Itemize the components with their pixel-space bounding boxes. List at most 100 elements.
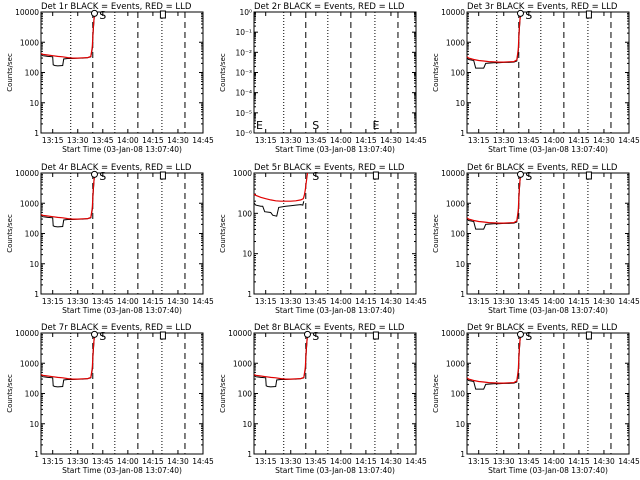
x-tick-label: 13:15: [255, 457, 277, 466]
panel-title: Det 7r BLACK = Events, RED = LLD: [41, 323, 192, 333]
x-tick-label: 13:30: [67, 136, 89, 145]
y-axis-label: Counts/sec: [6, 53, 14, 92]
y-tick-label: 1000: [20, 199, 39, 208]
x-tick-label: 14:00: [543, 457, 565, 466]
x-tick-label: 14:15: [142, 136, 164, 145]
y-tick-label: 10: [242, 250, 252, 259]
x-axis-label: Start Time (03-Jan-08 13:07:40): [488, 466, 608, 475]
x-tick-label: 14:00: [330, 136, 352, 145]
x-axis-label: Start Time (03-Jan-08 13:07:40): [62, 466, 182, 475]
x-tick-label: 13:15: [42, 136, 64, 145]
y-tick-label: 10: [455, 99, 465, 108]
start-marker: S: [312, 119, 319, 132]
x-tick-label: 13:45: [305, 297, 327, 306]
x-tick-label: 13:15: [468, 297, 490, 306]
panel-title: Det 5r BLACK = Events, RED = LLD: [254, 163, 405, 173]
x-tick-label: 14:45: [405, 136, 427, 145]
end-marker: [372, 331, 379, 340]
x-tick-label: 13:45: [518, 136, 540, 145]
y-tick-label: 10⁻⁵: [235, 109, 252, 118]
y-tick-label: 10000: [228, 329, 252, 338]
y-tick-label: 100: [451, 69, 466, 78]
x-tick-label: 13:15: [468, 136, 490, 145]
y-tick-label: 1000: [446, 38, 465, 47]
y-axis-label: Counts/sec: [432, 374, 440, 413]
start-marker: S: [99, 330, 106, 343]
x-tick-label: 13:45: [518, 457, 540, 466]
panel-title: Det 4r BLACK = Events, RED = LLD: [41, 163, 192, 173]
lld-series-line: [253, 172, 309, 202]
x-tick-label: 14:30: [593, 136, 615, 145]
x-tick-label: 14:45: [618, 457, 640, 466]
x-tick-label: 13:45: [518, 297, 540, 306]
y-axis-label: Counts/sec: [219, 214, 227, 253]
y-tick-label: 1: [460, 129, 465, 138]
x-tick-label: 14:45: [618, 297, 640, 306]
panel-title: Det 9r BLACK = Events, RED = LLD: [467, 323, 618, 333]
x-axis-label: Start Time (03-Jan-08 13:07:40): [275, 145, 395, 154]
y-tick-label: 10: [29, 99, 39, 108]
peak-circle-marker: [516, 9, 524, 17]
x-tick-label: 13:30: [280, 136, 302, 145]
events-series-line: [253, 201, 305, 217]
x-tick-label: 14:30: [380, 297, 402, 306]
y-tick-label: 10: [29, 420, 39, 429]
x-axis-label: Start Time (03-Jan-08 13:07:40): [62, 306, 182, 315]
y-tick-label: 1: [460, 450, 465, 459]
y-tick-label: 1000: [233, 169, 252, 178]
end-marker: E: [372, 119, 379, 132]
peak-circle-marker: [90, 330, 98, 338]
lld-series-line: [466, 12, 522, 63]
start-marker: S: [525, 9, 532, 22]
end-marker: [585, 331, 592, 340]
y-tick-label: 10⁻³: [235, 69, 252, 78]
x-tick-label: 13:30: [493, 297, 515, 306]
x-tick-label: 13:15: [468, 457, 490, 466]
y-tick-label: 10000: [15, 8, 39, 17]
x-tick-label: 14:30: [167, 457, 189, 466]
y-tick-label: 10: [29, 260, 39, 269]
x-tick-label: 14:00: [543, 297, 565, 306]
y-tick-label: 10⁰: [239, 8, 252, 17]
y-tick-label: 10⁻¹: [235, 28, 252, 37]
x-tick-label: 13:45: [305, 136, 327, 145]
panel-title: Det 2r BLACK = Events, RED = LLD: [254, 2, 405, 12]
lld-series-line: [466, 173, 522, 224]
x-tick-label: 14:15: [568, 457, 590, 466]
x-tick-label: 14:45: [618, 136, 640, 145]
start-bracket-marker: E: [256, 119, 263, 132]
x-tick-label: 13:30: [280, 457, 302, 466]
panel-title: Det 8r BLACK = Events, RED = LLD: [254, 323, 405, 333]
peak-circle-marker: [516, 330, 524, 338]
panel-det-1r: Det 1r BLACK = Events, RED = LLD 1 10 100 10…: [6, 2, 214, 154]
y-axis-label: Counts/sec: [432, 214, 440, 253]
y-tick-label: 1: [247, 290, 252, 299]
x-tick-label: 13:30: [493, 457, 515, 466]
x-tick-label: 14:30: [593, 297, 615, 306]
x-tick-label: 13:45: [305, 457, 327, 466]
end-marker: [159, 331, 166, 340]
y-tick-label: 100: [25, 390, 40, 399]
y-tick-label: 100: [238, 209, 253, 218]
y-tick-label: 10000: [441, 8, 465, 17]
lld-series-line: [40, 173, 96, 220]
y-tick-label: 10000: [441, 169, 465, 178]
peak-circle-marker: [516, 170, 524, 178]
x-tick-label: 13:15: [255, 136, 277, 145]
panel-title: Det 1r BLACK = Events, RED = LLD: [41, 2, 192, 12]
y-tick-label: 1000: [20, 38, 39, 47]
end-marker: [372, 171, 379, 180]
x-tick-label: 14:45: [405, 297, 427, 306]
y-axis-label: Counts/sec: [219, 53, 227, 92]
y-tick-label: 1000: [446, 359, 465, 368]
x-tick-label: 14:30: [167, 136, 189, 145]
y-tick-label: 10000: [15, 329, 39, 338]
x-axis-label: Start Time (03-Jan-08 13:07:40): [275, 466, 395, 475]
end-marker: [159, 171, 166, 180]
plot-frame: [253, 332, 417, 455]
y-tick-label: 1000: [446, 199, 465, 208]
y-tick-label: 1: [460, 290, 465, 299]
y-tick-label: 1000: [20, 359, 39, 368]
x-axis-label: Start Time (03-Jan-08 13:07:40): [275, 306, 395, 315]
